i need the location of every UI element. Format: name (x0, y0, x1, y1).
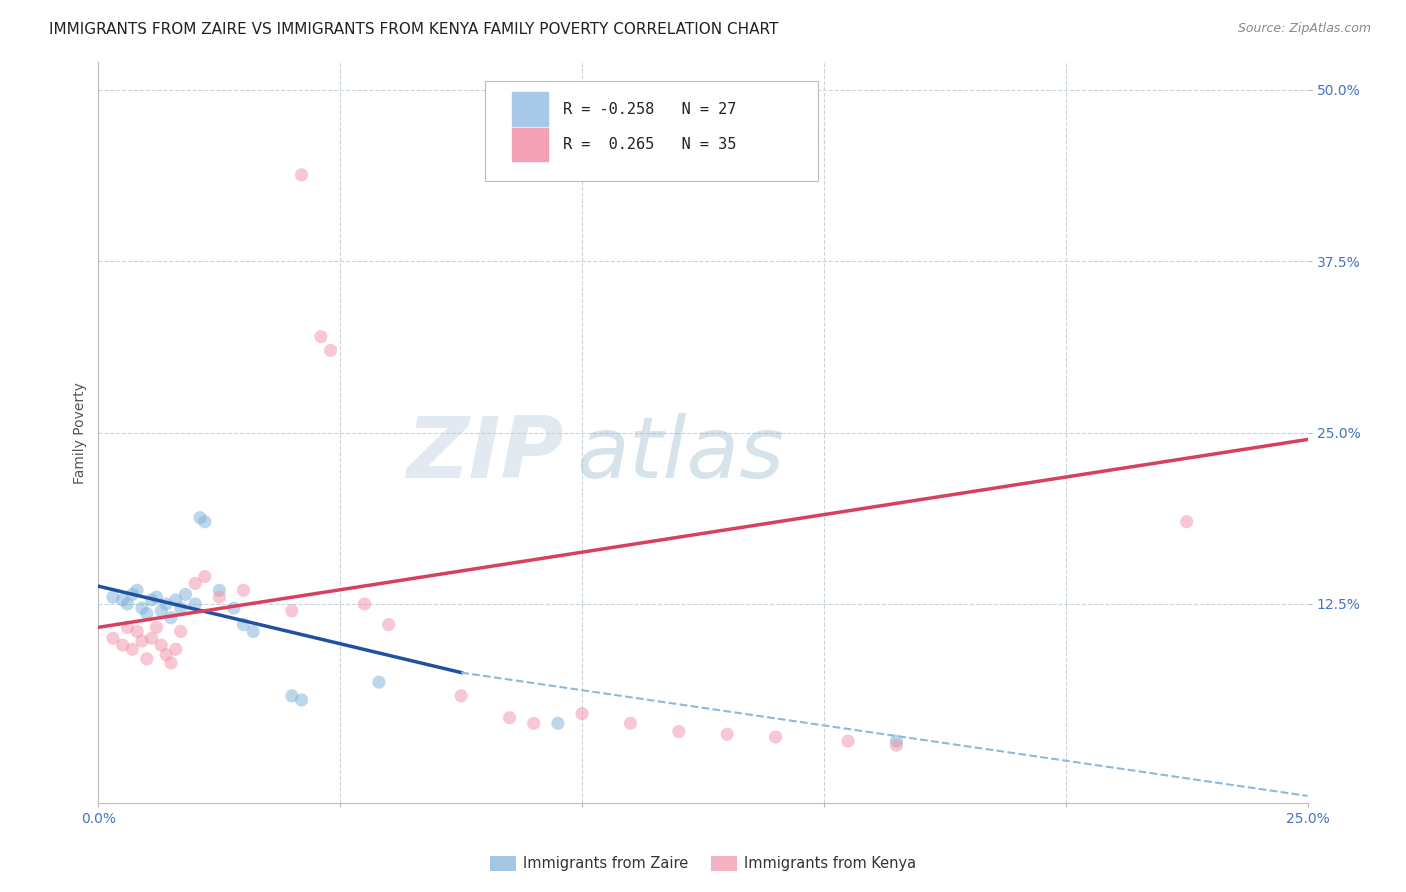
Point (242, 624, 264, 639)
Point (368, 675, 391, 690)
Point (169, 624, 191, 639)
Point (1175, 515, 1198, 529)
Point (111, 593, 134, 607)
Point (135, 607, 157, 621)
Point (101, 632, 124, 646)
Point (135, 652, 157, 666)
Point (121, 642, 143, 657)
Point (141, 632, 163, 646)
Point (450, 689, 472, 703)
Point (377, 617, 399, 632)
Text: Source: ZipAtlas.com: Source: ZipAtlas.com (1237, 22, 1371, 36)
Point (232, 583, 254, 598)
Point (184, 597, 207, 611)
Point (194, 569, 217, 583)
Point (155, 597, 177, 611)
FancyBboxPatch shape (512, 128, 548, 161)
Point (117, 597, 139, 611)
Point (194, 515, 217, 529)
Point (619, 716, 641, 731)
Point (765, 730, 787, 744)
Point (145, 620, 167, 634)
Point (127, 624, 149, 639)
Point (117, 620, 139, 634)
Y-axis label: Family Poverty: Family Poverty (73, 382, 87, 483)
Point (290, 693, 312, 707)
Text: R = -0.258   N = 27: R = -0.258 N = 27 (562, 102, 737, 117)
Point (150, 604, 173, 618)
Point (353, 597, 375, 611)
Point (232, 617, 254, 632)
Point (837, 734, 859, 748)
Point (309, 329, 332, 343)
Point (222, 601, 245, 615)
Point (150, 638, 173, 652)
Point (169, 601, 191, 615)
Point (131, 634, 153, 648)
Point (208, 583, 231, 598)
Text: R =  0.265   N = 35: R = 0.265 N = 35 (562, 137, 737, 153)
Point (121, 587, 143, 601)
Point (281, 604, 304, 618)
Point (160, 610, 183, 624)
Point (131, 601, 153, 615)
Point (498, 711, 520, 725)
Text: atlas: atlas (576, 413, 785, 496)
Point (668, 724, 690, 739)
Point (281, 689, 304, 703)
Point (165, 642, 187, 657)
Point (886, 738, 908, 752)
Point (165, 593, 187, 607)
Text: IMMIGRANTS FROM ZAIRE VS IMMIGRANTS FROM KENYA FAMILY POVERTY CORRELATION CHART: IMMIGRANTS FROM ZAIRE VS IMMIGRANTS FROM… (49, 22, 779, 37)
Legend: Immigrants from Zaire, Immigrants from Kenya: Immigrants from Zaire, Immigrants from K… (484, 850, 922, 877)
Point (160, 656, 183, 670)
Point (188, 510, 211, 524)
Point (523, 716, 546, 731)
Text: ZIP: ZIP (406, 413, 564, 496)
Point (208, 590, 231, 604)
Point (127, 583, 149, 598)
Point (886, 734, 908, 748)
Point (155, 648, 177, 662)
FancyBboxPatch shape (512, 93, 548, 126)
Point (184, 576, 207, 591)
Point (111, 638, 134, 652)
FancyBboxPatch shape (485, 81, 818, 181)
Point (547, 716, 569, 731)
Point (145, 590, 167, 604)
Point (290, 168, 312, 182)
Point (141, 593, 163, 607)
Point (174, 587, 197, 601)
Point (571, 706, 593, 721)
Point (101, 590, 124, 604)
Point (716, 727, 738, 741)
Point (319, 343, 342, 358)
